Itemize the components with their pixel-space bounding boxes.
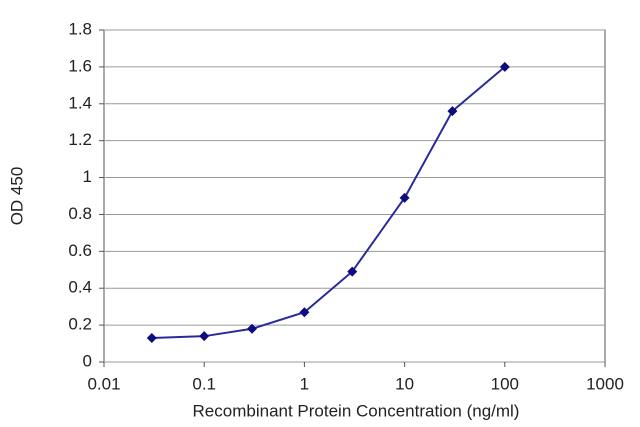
x-tick-label: 1000 (586, 374, 624, 393)
y-tick-label: 1.4 (68, 93, 92, 112)
x-tick-label: 100 (491, 374, 519, 393)
x-tick-label: 1 (300, 374, 309, 393)
y-tick-label: 1 (83, 167, 92, 186)
y-tick-label: 0 (83, 351, 92, 370)
y-tick-label: 1.8 (68, 19, 92, 38)
data-point (347, 266, 358, 277)
data-point (399, 192, 410, 203)
y-tick-label: 0.2 (68, 315, 92, 334)
data-point (499, 61, 510, 72)
y-tick-label: 0.4 (68, 278, 92, 297)
y-axis-label: OD 450 (7, 167, 26, 226)
x-axis-label: Recombinant Protein Concentration (ng/ml… (193, 401, 520, 420)
x-tick-label: 0.01 (87, 374, 120, 393)
y-tick-label: 0.8 (68, 204, 92, 223)
x-tick-label: 10 (395, 374, 414, 393)
y-tick-label: 0.6 (68, 241, 92, 260)
y-tick-label: 1.2 (68, 130, 92, 149)
series-line (151, 66, 506, 340)
data-point (199, 331, 210, 342)
plot-area (103, 29, 606, 363)
x-tick-label: 0.1 (192, 374, 216, 393)
data-point (299, 307, 310, 318)
y-tick-label: 1.6 (68, 56, 92, 75)
data-point (247, 323, 258, 334)
data-point (447, 106, 458, 117)
data-point (146, 333, 157, 344)
